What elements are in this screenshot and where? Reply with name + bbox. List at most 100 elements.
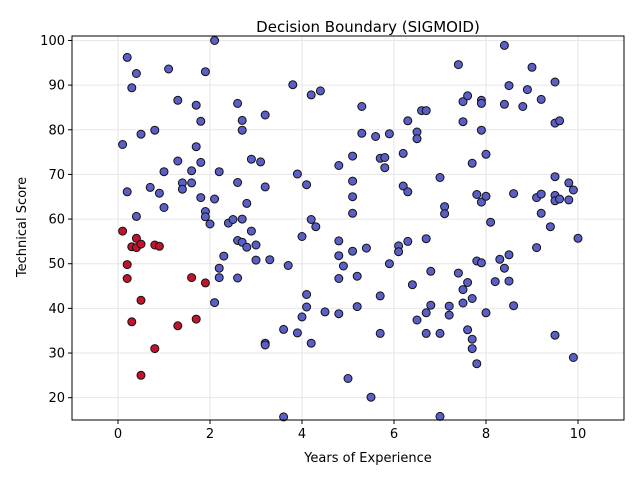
data-point-class-1 — [288, 80, 298, 90]
data-point-class-1 — [375, 291, 385, 301]
data-point-class-1 — [306, 215, 316, 224]
data-point-class-1 — [467, 344, 477, 354]
data-point-class-1 — [292, 169, 302, 179]
data-point-class-1 — [348, 151, 358, 161]
data-point-class-1 — [131, 69, 141, 78]
data-point-class-1 — [292, 328, 302, 338]
data-point-class-1 — [237, 125, 247, 135]
data-point-class-1 — [118, 140, 128, 149]
data-point-class-1 — [131, 211, 141, 221]
data-point-class-1 — [435, 328, 445, 338]
data-point-class-1 — [173, 95, 183, 105]
data-point-class-1 — [251, 255, 261, 265]
data-point-class-1 — [352, 302, 362, 312]
data-point-class-1 — [555, 194, 565, 204]
x-tick-label: 10 — [570, 427, 587, 442]
data-point-class-1 — [435, 411, 445, 421]
data-point-class-1 — [476, 197, 486, 207]
data-point-class-1 — [403, 236, 413, 246]
data-point-class-1 — [490, 277, 500, 287]
data-point-class-1 — [361, 243, 371, 253]
data-point-class-1 — [214, 167, 224, 177]
data-point-class-1 — [504, 276, 514, 286]
data-point-class-1 — [196, 157, 206, 167]
data-point-class-1 — [233, 273, 243, 283]
data-point-class-1 — [407, 280, 417, 290]
data-point-class-1 — [536, 189, 546, 199]
data-point-class-1 — [334, 236, 344, 246]
data-point-class-1 — [357, 102, 367, 111]
data-point-class-1 — [564, 195, 574, 205]
data-point-class-1 — [256, 157, 266, 167]
data-point-class-1 — [297, 312, 307, 322]
data-point-class-1 — [315, 86, 325, 96]
data-point-class-1 — [265, 255, 275, 265]
data-point-class-1 — [532, 243, 542, 253]
data-point-class-1 — [246, 154, 256, 164]
y-axis-label: Technical Score — [15, 177, 30, 278]
data-point-class-1 — [210, 36, 220, 45]
data-point-class-0 — [187, 273, 197, 283]
data-point-class-1 — [334, 309, 344, 319]
data-point-class-1 — [233, 98, 243, 108]
data-point-class-1 — [555, 116, 565, 126]
data-point-class-0 — [173, 321, 183, 331]
x-tick-label: 4 — [298, 427, 306, 442]
data-point-class-1 — [398, 181, 408, 191]
data-point-class-1 — [122, 52, 132, 62]
y-tick-label: 50 — [48, 257, 65, 272]
data-point-class-1 — [380, 163, 390, 173]
data-point-class-1 — [320, 307, 330, 317]
data-point-class-1 — [398, 148, 408, 158]
data-point-class-1 — [384, 259, 394, 269]
data-point-class-1 — [150, 125, 160, 135]
data-point-class-1 — [453, 60, 463, 70]
data-point-class-1 — [145, 182, 155, 192]
data-point-class-1 — [458, 298, 468, 308]
data-point-class-1 — [251, 240, 261, 250]
data-point-class-1 — [403, 187, 413, 197]
y-tick-label: 60 — [48, 213, 65, 228]
data-point-class-1 — [421, 234, 431, 244]
data-points — [118, 36, 583, 422]
data-point-class-1 — [237, 115, 247, 125]
data-point-class-1 — [177, 184, 187, 194]
data-point-class-1 — [260, 340, 270, 350]
data-point-class-1 — [260, 110, 270, 120]
data-point-class-1 — [463, 325, 473, 335]
data-point-class-0 — [150, 344, 160, 354]
data-point-class-1 — [467, 158, 477, 168]
x-axis-label: Years of Experience — [303, 451, 432, 466]
data-point-class-1 — [154, 188, 164, 198]
data-point-class-1 — [536, 208, 546, 218]
data-point-class-1 — [242, 198, 252, 208]
data-point-class-1 — [159, 203, 169, 212]
x-tick-label: 6 — [390, 427, 398, 442]
data-point-class-1 — [214, 273, 224, 283]
data-point-class-1 — [527, 62, 537, 72]
data-point-class-1 — [499, 99, 509, 109]
data-point-class-1 — [283, 261, 293, 270]
x-tick-label: 8 — [482, 427, 490, 442]
y-tick-label: 100 — [40, 34, 65, 49]
data-point-class-1 — [302, 180, 312, 190]
data-point-class-1 — [476, 258, 486, 268]
data-point-class-1 — [504, 250, 514, 260]
data-point-class-1 — [380, 153, 390, 162]
data-point-class-1 — [472, 359, 482, 369]
data-point-class-1 — [421, 106, 431, 116]
data-point-class-1 — [334, 274, 344, 283]
data-point-class-1 — [343, 374, 353, 383]
data-point-class-1 — [403, 116, 413, 126]
data-point-class-1 — [412, 315, 422, 325]
data-point-class-1 — [481, 149, 491, 159]
data-point-class-1 — [550, 330, 560, 340]
data-point-class-1 — [366, 392, 376, 402]
data-point-class-0 — [136, 239, 146, 249]
data-point-class-0 — [136, 370, 146, 380]
data-point-class-1 — [499, 263, 509, 273]
data-point-class-0 — [127, 317, 137, 327]
y-tick-label: 90 — [48, 79, 65, 94]
